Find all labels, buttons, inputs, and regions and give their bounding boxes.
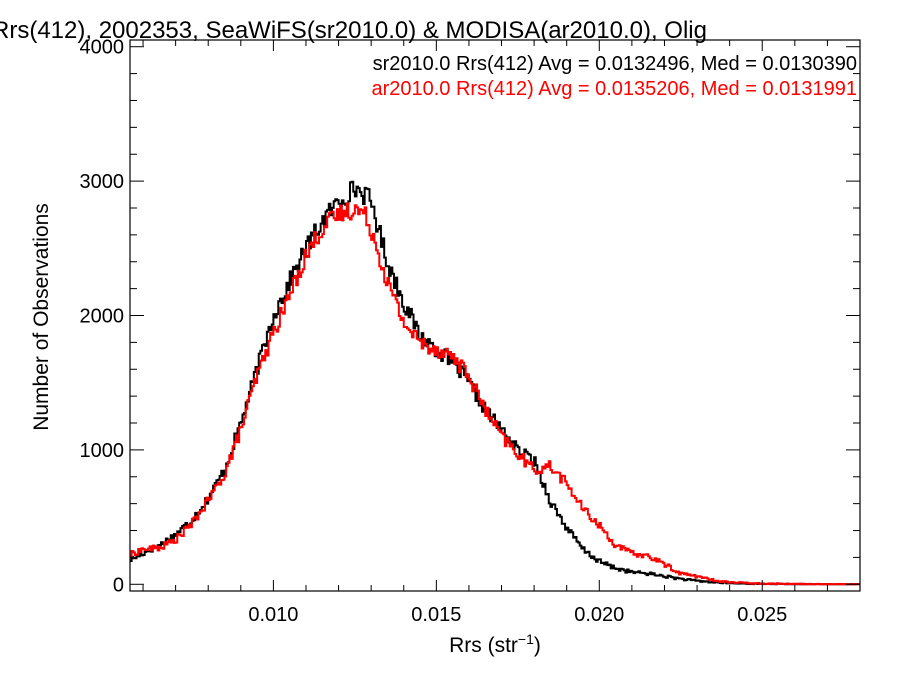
legend-entry-sr2010: sr2010.0 Rrs(412) Avg = 0.0132496, Med =…: [373, 53, 857, 75]
plot-area: [130, 180, 860, 586]
plot-frame: [129, 39, 861, 592]
y-tick-label: 4000: [80, 37, 125, 59]
axes: 0.010 0.015 0.020 0.025 0 1000 2000 3000 4000: [80, 37, 861, 626]
x-tick-label: 0.015: [411, 604, 461, 626]
y-tick-label: 1000: [80, 440, 125, 462]
y-tick-label: 2000: [80, 306, 125, 328]
y-axis-label: Number of Observations: [30, 203, 53, 431]
x-tick-label: 0.020: [574, 604, 624, 626]
x-tick-label: 0.025: [737, 604, 787, 626]
series-line-sr2010: [130, 180, 860, 586]
x-tick-label: 0.010: [248, 604, 298, 626]
legend-entry-ar2010: ar2010.0 Rrs(412) Avg = 0.0135206, Med =…: [371, 78, 857, 100]
y-tick-label: 0: [113, 574, 124, 596]
y-tick-label: 3000: [80, 171, 125, 193]
legend: sr2010.0 Rrs(412) Avg = 0.0132496, Med =…: [371, 53, 857, 100]
x-axis-label: Rrs (str−1): [449, 631, 541, 657]
series-line-ar2010: [130, 202, 860, 586]
